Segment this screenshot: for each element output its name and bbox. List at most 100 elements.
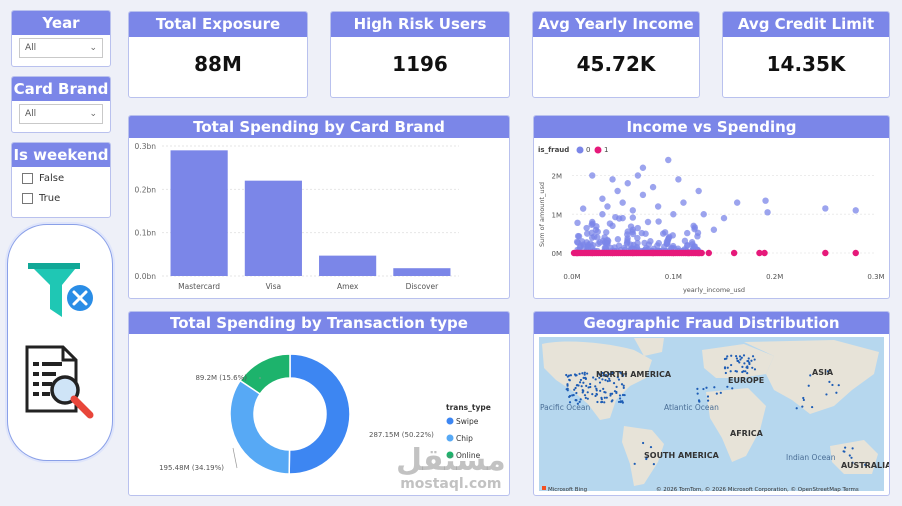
fraud-location-dot: [573, 388, 576, 391]
scatter-point: [614, 236, 622, 243]
y-tick-label: 0.1bn: [135, 229, 157, 238]
fraud-location-dot: [735, 357, 739, 360]
card-brand-dropdown[interactable]: All ⌄: [19, 104, 103, 124]
fraud-location-dot: [595, 389, 598, 392]
checkbox[interactable]: [22, 193, 33, 204]
bar: [170, 150, 228, 276]
scatter-point: [634, 172, 642, 179]
fraud-location-dot: [621, 393, 625, 397]
fraud-location-dot: [608, 373, 612, 376]
legend-marker: [576, 146, 584, 154]
north-america-shape: [542, 341, 652, 420]
scatter-point: [684, 229, 691, 237]
scatter-point: [644, 218, 652, 226]
world-map[interactable]: NORTH AMERICA EUROPE ASIA Atlantic Ocean…: [534, 334, 889, 495]
checkbox[interactable]: [22, 173, 33, 184]
x-tick-label: 0.0M: [563, 273, 580, 281]
fraud-location-dot: [735, 370, 739, 373]
y-tick-label: 0.0bn: [135, 272, 157, 281]
scatter-point: [680, 199, 687, 206]
fraud-location-dot: [604, 391, 607, 394]
fraud-location-dot: [575, 384, 578, 387]
scatter-point: [629, 249, 636, 257]
fraud-location-dot: [844, 446, 847, 449]
scatter-point: [589, 218, 596, 226]
map-label: Indian Ocean: [786, 453, 836, 462]
fraud-location-dot: [851, 461, 854, 464]
map-credit[interactable]: © 2026 TomTom, © 2026 Microsoft Corporat…: [656, 486, 859, 493]
fraud-location-dot: [598, 381, 602, 384]
fraud-location-dot: [809, 374, 812, 377]
legend-marker: [594, 146, 602, 154]
year-dropdown[interactable]: All ⌄: [19, 38, 103, 58]
fraud-location-dot: [706, 399, 710, 402]
scatter-point: [822, 249, 829, 257]
document-search-icon[interactable]: [25, 345, 94, 419]
filter-clear-icon[interactable]: [28, 263, 93, 317]
fraud-location-dot: [581, 372, 584, 375]
fraud-location-dot: [624, 372, 628, 375]
fraud-location-dot: [595, 387, 598, 390]
donut-slice: [239, 353, 291, 395]
fraud-location-dot: [837, 384, 840, 387]
fraud-location-dot: [591, 393, 594, 396]
scatter-point: [573, 238, 581, 246]
kpi-avg-credit-limit: Avg Credit Limit 14.35K: [722, 11, 890, 98]
scatter-point: [595, 240, 602, 247]
fraud-location-dot: [726, 355, 729, 358]
fraud-location-dot: [747, 360, 750, 363]
scatter-point: [599, 211, 606, 218]
donut-chart: 287.15M (50.22%) 195.48M (34.19%) 89.2M (1…: [159, 353, 491, 475]
map-panel: Geographic Fraud Distribution NORTH AMER…: [533, 311, 890, 496]
fraud-location-dot: [742, 354, 746, 357]
fraud-location-dot: [705, 386, 708, 389]
option-label: True: [39, 193, 61, 204]
mostaql-watermark: مستقل mostaql.com: [396, 446, 506, 493]
fraud-location-dot: [576, 402, 579, 405]
x-tick-label: Discover: [406, 282, 440, 291]
scatter-point: [574, 219, 581, 227]
fraud-location-dot: [747, 357, 750, 360]
kpi-title: High Risk Users Count: [331, 12, 509, 58]
y-tick-label: 1M: [552, 211, 563, 219]
fraud-location-dot: [750, 359, 753, 362]
y-tick-label: 0M: [552, 250, 563, 258]
legend-marker: [446, 434, 454, 442]
fraud-location-dot: [802, 398, 805, 402]
x-tick-label: 0.3M: [867, 273, 884, 281]
y-tick-label: 2M: [552, 173, 563, 181]
fraud-location-dot: [582, 389, 585, 393]
scatter-point: [575, 233, 583, 240]
scatter-point: [589, 172, 596, 179]
fraud-location-dot: [738, 361, 741, 364]
fraud-location-dot: [619, 371, 622, 374]
fraud-location-dot: [739, 358, 742, 361]
donut-slice: [288, 353, 351, 475]
data-label: 195.48M (34.19%): [159, 464, 224, 472]
fraud-location-dot: [713, 386, 716, 389]
fraud-location-dot: [568, 394, 572, 398]
fraud-location-dots: [565, 354, 867, 466]
map-label: EUROPE: [728, 376, 764, 385]
fraud-location-dot: [603, 401, 606, 404]
fraud-location-dot: [579, 378, 583, 382]
fraud-location-dot: [599, 389, 602, 392]
fraud-location-dot: [584, 377, 587, 380]
fraud-location-dot: [611, 399, 614, 402]
scatter-point: [578, 238, 586, 245]
y-axis-title: Sum of amount_usd: [538, 182, 546, 247]
fraud-location-dot: [620, 383, 624, 386]
fraud-location-dot: [578, 381, 582, 384]
is-weekend-option-true[interactable]: True: [22, 193, 60, 204]
fraud-location-dot: [594, 378, 597, 381]
fraud-location-dot: [575, 391, 578, 395]
scatter-point: [609, 249, 616, 257]
is-weekend-option-false[interactable]: False: [22, 173, 64, 184]
fraud-location-dot: [601, 378, 604, 381]
scatter-point: [604, 236, 611, 244]
kpi-value: 14.35K: [766, 52, 846, 76]
fraud-location-dot: [613, 390, 617, 393]
scatter-point: [761, 249, 768, 257]
fraud-location-dot: [622, 384, 625, 387]
fraud-location-dot: [745, 366, 748, 369]
